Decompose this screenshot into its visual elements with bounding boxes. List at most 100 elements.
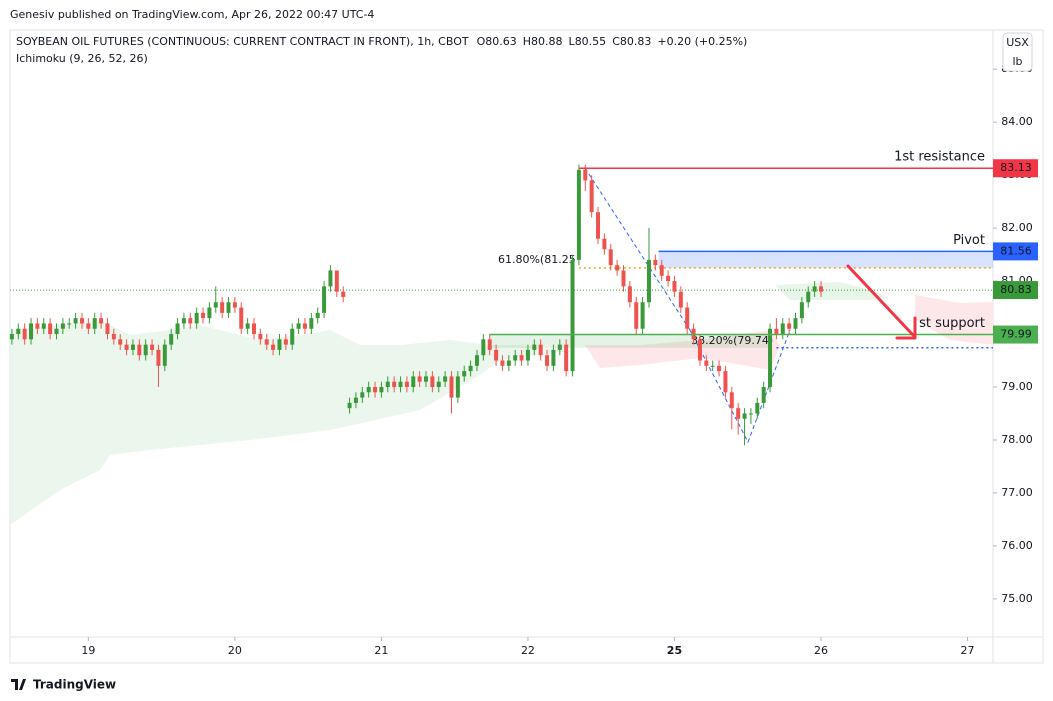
candle-body xyxy=(621,270,626,287)
candle-body xyxy=(557,344,562,350)
candle-body xyxy=(494,349,499,361)
candle-body xyxy=(576,169,581,260)
fib-trend xyxy=(584,167,791,444)
candle-body xyxy=(124,344,129,350)
candle-body xyxy=(717,365,722,372)
candle-body xyxy=(79,318,84,324)
candle-body xyxy=(137,344,142,356)
candle-body xyxy=(309,318,314,329)
x-tick-label: 20 xyxy=(228,644,242,657)
cloud-green xyxy=(10,320,580,525)
candle-body xyxy=(99,318,104,324)
y-tick-label: 77.00 xyxy=(1001,486,1033,499)
ohlc-label: C xyxy=(612,35,620,48)
candle-body xyxy=(188,318,193,324)
candle-body xyxy=(296,323,301,329)
candle-body xyxy=(29,323,34,340)
candle-body xyxy=(271,344,276,350)
x-tick-label: 27 xyxy=(961,644,975,657)
candle-body xyxy=(226,302,231,313)
candle-body xyxy=(519,355,524,361)
candle-body xyxy=(481,339,486,356)
candle-body xyxy=(748,413,753,415)
candle-body xyxy=(787,323,792,329)
candle-body xyxy=(22,328,27,340)
candle-body xyxy=(398,381,403,387)
candle-body xyxy=(194,312,199,324)
price-badge xyxy=(993,325,1038,344)
candle-body xyxy=(742,413,747,419)
candle-body xyxy=(564,344,569,372)
candle-body xyxy=(806,291,811,303)
candle-body xyxy=(793,318,798,329)
candle-body xyxy=(245,323,250,329)
candle-body xyxy=(118,339,123,345)
candle-body xyxy=(685,307,690,329)
candle-body xyxy=(48,323,53,335)
y-tick-label: 84.00 xyxy=(1001,115,1033,128)
candle-body xyxy=(449,376,454,398)
candle-body xyxy=(761,386,766,403)
candle-body xyxy=(264,339,269,345)
cloud-green-2 xyxy=(775,282,890,300)
candle-body xyxy=(392,381,397,387)
ohlc-label: O xyxy=(477,35,486,48)
ohlc-value: 80.83 xyxy=(620,35,652,48)
ohlc-label: L xyxy=(569,35,576,48)
ohlc-value: 80.88 xyxy=(531,35,563,48)
candle-body xyxy=(615,265,620,271)
candle-body xyxy=(417,376,422,382)
arrow xyxy=(846,264,917,340)
candle-body xyxy=(277,339,282,350)
candle-body xyxy=(258,334,263,340)
price-badge xyxy=(993,242,1038,261)
y-tick-label: 82.00 xyxy=(1001,221,1033,234)
candle-body xyxy=(424,376,429,382)
ohlc-value: 80.55 xyxy=(575,35,607,48)
candle-body xyxy=(290,328,295,345)
pivot-zone xyxy=(658,251,993,268)
cloud-red-2 xyxy=(915,295,993,345)
candle-body xyxy=(302,323,307,329)
candle-body xyxy=(67,323,72,325)
candle-body xyxy=(130,344,135,350)
level-label: 1st resistance xyxy=(894,150,985,165)
ohlc-value: 80.63 xyxy=(485,35,517,48)
candle-body xyxy=(54,328,59,335)
candle-body xyxy=(9,334,14,340)
candle-body xyxy=(207,307,212,319)
price-badge-label: 79.99 xyxy=(1000,328,1032,341)
candle-body xyxy=(111,334,116,340)
x-tick-label: 19 xyxy=(81,644,95,657)
candle-body xyxy=(41,323,46,329)
candle-body xyxy=(328,270,333,287)
candle-body xyxy=(73,318,78,324)
candle-body xyxy=(666,275,671,282)
candle-body xyxy=(634,302,639,329)
candle-body xyxy=(570,259,575,372)
price-badge-label: 81.56 xyxy=(1000,244,1032,257)
candle-body xyxy=(697,339,702,361)
candle-body xyxy=(500,360,505,366)
candle-body xyxy=(239,307,244,329)
candle-body xyxy=(213,302,218,308)
candle-body xyxy=(175,323,180,335)
currency: USX xyxy=(1006,36,1029,49)
candle-body xyxy=(436,381,441,387)
candle-body xyxy=(385,381,390,387)
candle-body xyxy=(525,349,530,361)
footer: TradingView xyxy=(33,678,116,692)
indicator: Ichimoku (9, 26, 52, 26) xyxy=(16,52,148,65)
candle-body xyxy=(583,169,588,181)
candle-body xyxy=(462,371,467,377)
candle-body xyxy=(379,386,384,393)
candle-body xyxy=(322,286,327,313)
candle-body xyxy=(487,339,492,350)
candle-body xyxy=(60,323,65,329)
candle-body xyxy=(723,371,728,393)
price-badge xyxy=(993,159,1038,178)
x-tick-label: 25 xyxy=(667,644,682,657)
candle-body xyxy=(162,344,167,366)
x-tick-label: 21 xyxy=(374,644,388,657)
